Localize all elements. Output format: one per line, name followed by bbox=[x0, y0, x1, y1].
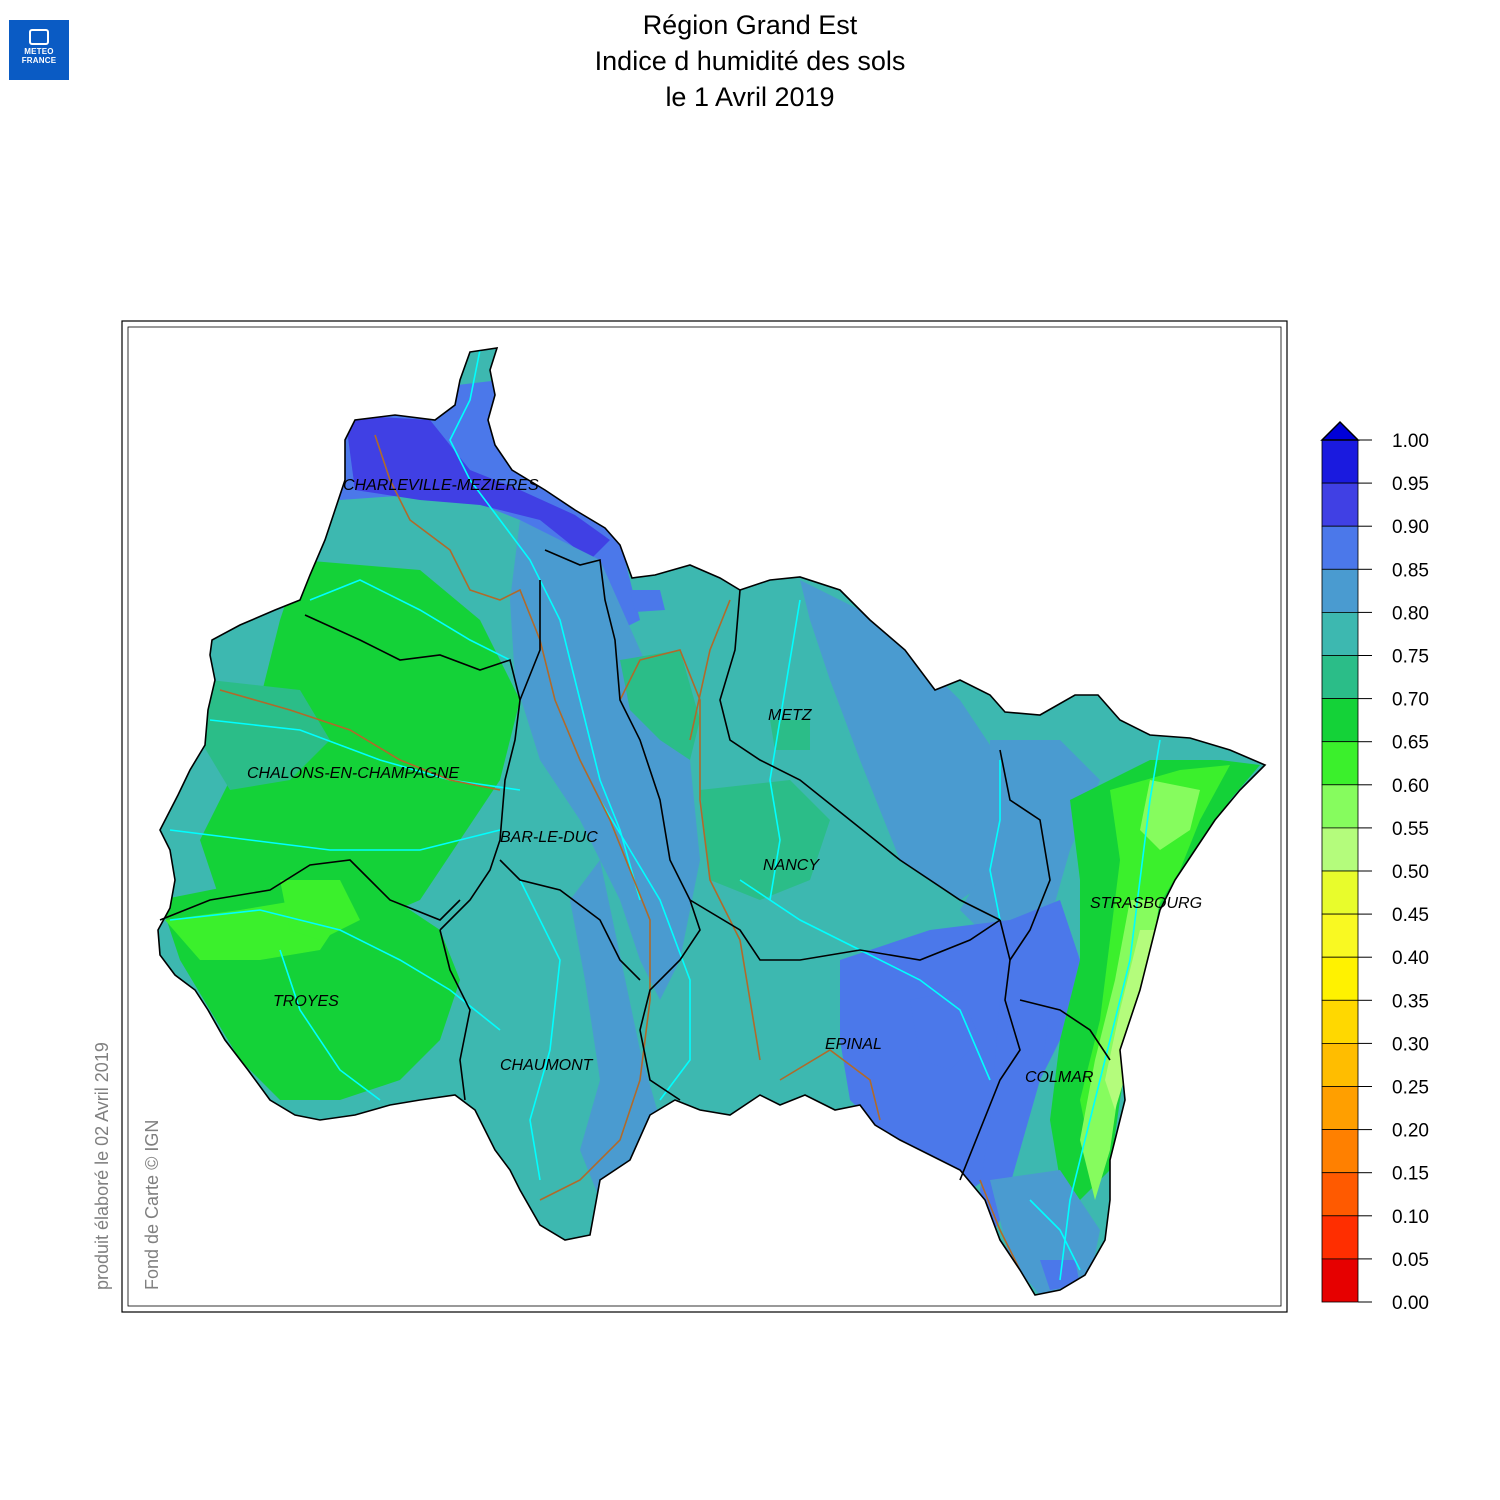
legend-band bbox=[1321, 439, 1359, 484]
legend-band bbox=[1321, 1043, 1359, 1087]
soil-moisture-field bbox=[158, 348, 1265, 1295]
city-label-chalons-en-champagne: CHALONS-EN-CHAMPAGNE bbox=[247, 765, 460, 782]
legend-tick-label: 0.90 bbox=[1392, 517, 1429, 538]
map-title-indicator: Indice d humidité des sols bbox=[594, 46, 906, 76]
legend-tick-label: 0.55 bbox=[1392, 819, 1429, 840]
canals-layer bbox=[219, 434, 1021, 1271]
legend-tick-label: 0.85 bbox=[1392, 560, 1429, 581]
legend-tick-label: 0.30 bbox=[1392, 1034, 1429, 1055]
legend-band bbox=[1321, 956, 1359, 1001]
city-label-charleville-mezieres: CHARLEVILLE-MEZIERES bbox=[343, 477, 539, 494]
map-frame-outer bbox=[121, 320, 1288, 1313]
legend-band bbox=[1321, 870, 1359, 915]
legend-tick-label: 0.60 bbox=[1392, 776, 1429, 797]
legend-tick-label: 0.00 bbox=[1392, 1293, 1429, 1314]
legend-tick-label: 0.45 bbox=[1392, 905, 1429, 926]
legend-tick-label: 0.35 bbox=[1392, 991, 1429, 1012]
logo-text-line2: FRANCE bbox=[21, 56, 57, 65]
city-label-colmar: COLMAR bbox=[1025, 1069, 1094, 1086]
legend-band bbox=[1321, 1172, 1359, 1217]
legend-tick-label: 1.00 bbox=[1392, 431, 1429, 452]
logo-text-line1: METEO bbox=[24, 47, 54, 56]
legend-band bbox=[1321, 612, 1359, 656]
legend-colorbar: 1.00 0.95 0.90 0.85 0.80 0.75 0.70 0.65 0.60 0.55… bbox=[1320, 420, 1429, 1314]
department-borders bbox=[157, 347, 1266, 1296]
legend-band bbox=[1321, 568, 1359, 613]
legend-band bbox=[1321, 784, 1359, 829]
legend-band bbox=[1321, 999, 1359, 1044]
legend-tick-label: 0.25 bbox=[1392, 1078, 1429, 1099]
rivers-layer bbox=[169, 349, 1161, 1281]
map-frame-inner bbox=[127, 326, 1282, 1307]
logo-mark-icon bbox=[29, 29, 49, 45]
city-label-epinal: EPINAL bbox=[825, 1036, 882, 1053]
legend-band bbox=[1321, 482, 1359, 527]
legend-tick-label: 0.95 bbox=[1392, 474, 1429, 495]
legend-band bbox=[1321, 1258, 1359, 1303]
legend-tick-label: 0.40 bbox=[1392, 948, 1429, 969]
legend-overflow-arrow bbox=[1320, 420, 1360, 441]
legend-tick-label: 0.75 bbox=[1392, 647, 1429, 668]
legend-tick-label: 0.10 bbox=[1392, 1207, 1429, 1228]
legend-band bbox=[1321, 913, 1359, 958]
legend-band bbox=[1321, 1215, 1359, 1260]
legend-tick-label: 0.80 bbox=[1392, 603, 1429, 624]
legend-band bbox=[1321, 525, 1359, 570]
legend-tick-label: 0.65 bbox=[1392, 733, 1429, 754]
legend-tick-label: 0.70 bbox=[1392, 690, 1429, 711]
legend-tick-label: 0.20 bbox=[1392, 1121, 1429, 1142]
map-title-date: le 1 Avril 2019 bbox=[665, 82, 835, 112]
city-label-strasbourg: STRASBOURG bbox=[1090, 895, 1202, 912]
city-label-metz: METZ bbox=[768, 707, 813, 724]
map-title-region: Région Grand Est bbox=[642, 10, 858, 40]
legend-tick-label: 0.05 bbox=[1392, 1250, 1429, 1271]
legend-band bbox=[1321, 1129, 1359, 1174]
city-label-chaumont: CHAUMONT bbox=[500, 1057, 594, 1074]
city-labels: CHARLEVILLE-MEZIERES METZ CHALONS-EN-CHA… bbox=[247, 477, 1202, 1086]
legend-band bbox=[1321, 1086, 1359, 1130]
city-label-troyes: TROYES bbox=[273, 993, 339, 1010]
legend-band bbox=[1321, 827, 1359, 872]
city-label-bar-le-duc: BAR-LE-DUC bbox=[500, 829, 598, 846]
legend-band bbox=[1321, 698, 1359, 743]
legend-tick-label: 0.50 bbox=[1392, 862, 1429, 883]
legend-tick-label: 0.15 bbox=[1392, 1164, 1429, 1185]
meteo-france-logo: METEO FRANCE bbox=[9, 20, 69, 80]
city-label-nancy: NANCY bbox=[763, 857, 820, 874]
legend-band bbox=[1321, 741, 1359, 786]
legend-band bbox=[1321, 655, 1359, 699]
